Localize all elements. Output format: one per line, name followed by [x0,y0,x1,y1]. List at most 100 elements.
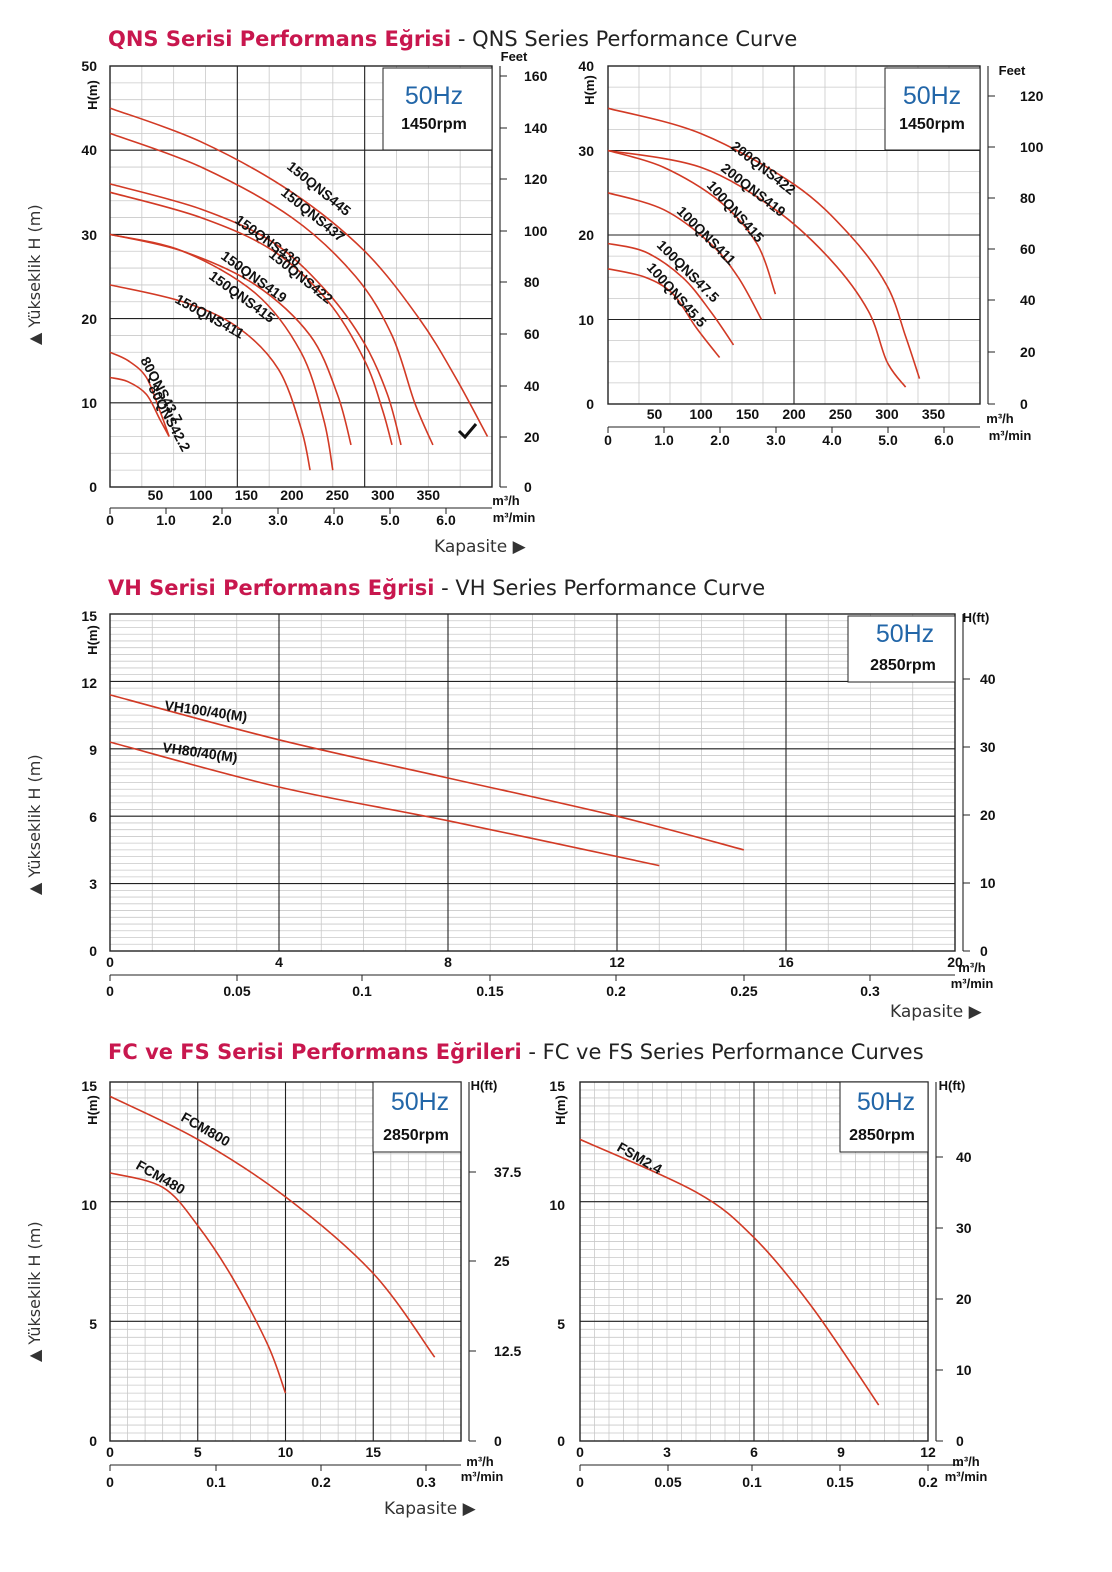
x2-tick-label: 0.1 [206,1474,226,1490]
y2-axis-label: Feet [501,49,528,64]
series-curve [607,107,921,379]
series-curve [109,132,434,446]
fc-section-title: FC ve FS Serisi Performans Eğrileri - FC… [108,1040,924,1064]
x2-tick-label: 4.0 [822,432,842,448]
x-tick-label: 150 [736,406,760,422]
y-tick-label: 5 [557,1316,565,1332]
y-tick-label: 20 [81,311,97,327]
x-tick-label: 8 [444,954,452,970]
kapasite-label-fc: Kapasite ▶ [384,1499,477,1519]
plot-frame [607,65,981,405]
series-curve [109,183,402,446]
series-curve [607,149,907,388]
y-tick-label: 3 [89,876,97,892]
y-axis-label: H(m) [553,1095,568,1125]
speed-box [372,1081,462,1153]
yukseklik-label-qns: ▲ Yükseklik H (m) [25,204,44,345]
speed-box [839,1081,929,1153]
y-axis-label: H(m) [85,1095,100,1125]
plot-frame [109,613,956,952]
y-tick-label: 10 [549,1197,565,1213]
series-curve [607,242,735,346]
kapasite-label-vh: Kapasite ▶ [890,1002,983,1022]
y2-tick-label: 10 [980,875,996,891]
x2-tick-label: 0 [576,1474,584,1490]
plot-frame [579,1081,929,1442]
y-tick-label: 15 [549,1078,565,1094]
frequency-label: 50Hz [876,620,934,648]
series-curve [109,191,393,446]
x2-tick-label: 0 [106,512,114,528]
series-curve [607,149,777,295]
x-tick-label: 200 [782,406,806,422]
y-tick-label: 15 [81,608,97,624]
series-curve [109,351,170,437]
y2-axis-label: H(ft) [939,1078,966,1093]
x-axis-unit-label: m³/h [492,493,520,508]
series-curve [109,284,311,471]
x-tick-label: 300 [875,406,899,422]
y2-tick-label: 12.5 [494,1343,521,1359]
x2-axis-unit-label: m³/min [951,976,994,991]
y-tick-label: 0 [89,1433,97,1449]
x2-tick-label: 6.0 [934,432,954,448]
x2-tick-label: 0.1 [742,1474,762,1490]
y-tick-label: 30 [578,143,594,159]
x-tick-label: 0 [106,954,114,970]
x2-tick-label: 1.0 [654,432,674,448]
y-tick-label: 0 [89,943,97,959]
y2-tick-label: 0 [956,1433,964,1449]
y-tick-label: 15 [81,1078,97,1094]
x2-tick-label: 0.3 [860,983,880,999]
y2-tick-label: 20 [956,1291,972,1307]
y-tick-label: 20 [578,227,594,243]
frequency-label: 50Hz [405,82,463,110]
x2-axis-unit-label: m³/min [461,1469,504,1484]
y-tick-label: 9 [89,742,97,758]
x-tick-label: 100 [689,406,713,422]
x-tick-label: 4 [275,954,283,970]
y-tick-label: 12 [81,675,97,691]
x2-tick-label: 0.25 [730,983,757,999]
y-tick-label: 10 [81,1197,97,1213]
y-tick-label: 0 [89,479,97,495]
y-tick-label: 6 [89,809,97,825]
series-curve [579,1138,880,1406]
x2-tick-label: 0.15 [476,983,503,999]
frequency-label: 50Hz [857,1088,915,1116]
x-tick-label: 50 [148,487,164,503]
y2-tick-label: 100 [524,223,548,239]
x2-axis-unit-label: m³/min [945,1469,988,1484]
series-curve [607,268,721,358]
x2-tick-label: 0.15 [826,1474,853,1490]
y2-tick-label: 80 [1020,190,1036,206]
x-axis-unit-label: m³/h [466,1454,494,1469]
x-axis-unit-label: m³/h [986,411,1014,426]
y2-tick-label: 140 [524,120,548,136]
y-tick-label: 5 [89,1316,97,1332]
y2-tick-label: 0 [1020,396,1028,412]
speed-box [847,615,956,683]
y-axis-label: H(m) [85,80,100,110]
y-axis-label: H(m) [85,625,100,655]
x2-tick-label: 5.0 [380,512,400,528]
x-tick-label: 12 [920,1444,936,1460]
x2-tick-label: 5.0 [878,432,898,448]
series-curve [109,694,745,851]
x2-tick-label: 6.0 [436,512,456,528]
x2-axis-unit-label: m³/min [989,428,1032,443]
x2-tick-label: 2.0 [710,432,730,448]
y2-axis-label: Feet [999,63,1026,78]
x-tick-label: 6 [750,1444,758,1460]
y2-tick-label: 60 [524,326,540,342]
series-curve [109,233,334,471]
x2-tick-label: 3.0 [268,512,288,528]
frequency-label: 50Hz [391,1088,449,1116]
y2-tick-label: 0 [524,479,532,495]
series-curve [607,192,763,320]
speed-box [884,67,981,151]
y2-tick-label: 20 [1020,344,1036,360]
x-tick-label: 15 [365,1444,381,1460]
